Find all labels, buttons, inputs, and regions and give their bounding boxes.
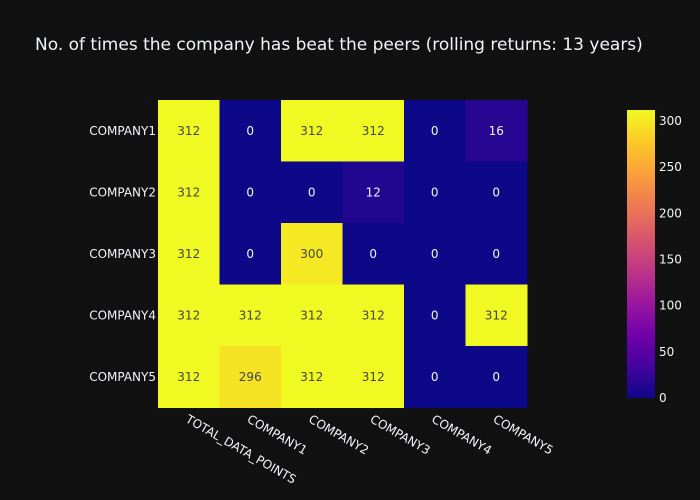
- y-tick-label: COMPANY2: [89, 185, 156, 199]
- heatmap-cell: [281, 346, 343, 408]
- cell-value-label: 312: [300, 370, 323, 384]
- cell-value-label: 312: [300, 308, 323, 322]
- cell-value-label: 0: [431, 247, 439, 261]
- heatmap-cell: [342, 223, 405, 285]
- colorbar-tick-label: 150: [659, 253, 682, 267]
- heatmap-cell: [281, 100, 343, 162]
- cell-value-label: 312: [177, 370, 200, 384]
- x-tick-label: COMPANY3: [368, 412, 433, 458]
- heatmap-cell: [342, 284, 405, 347]
- cell-value-label: 296: [239, 370, 262, 384]
- heatmap-cell: [219, 161, 282, 224]
- x-tick-label: COMPANY4: [429, 412, 494, 458]
- y-tick-label: COMPANY5: [89, 370, 156, 384]
- x-tick-label: COMPANY2: [306, 412, 371, 458]
- cell-value-label: 0: [308, 185, 316, 199]
- heatmap-cell: [219, 284, 282, 347]
- heatmap-cell: [465, 223, 528, 285]
- colorbar-tick-label: 100: [659, 299, 682, 313]
- cell-value-label: 312: [362, 370, 385, 384]
- heatmap-cell: [465, 161, 528, 224]
- y-tick-label: COMPANY3: [89, 247, 156, 261]
- heatmap-cell: [158, 284, 220, 347]
- heatmap-cell-labels: 312 0 312 312 0 16 312 0 0 12 0 0 312 0 300 0 0 0 312 312 31…: [177, 124, 507, 384]
- cell-value-label: 312: [485, 308, 508, 322]
- chart-title: No. of times the company has beat the pe…: [35, 35, 643, 55]
- cell-value-label: 312: [177, 308, 200, 322]
- colorbar-tick-label: 200: [659, 206, 682, 220]
- cell-value-label: 312: [177, 247, 200, 261]
- colorbar: [627, 110, 655, 398]
- y-tick-label: COMPANY4: [89, 308, 156, 322]
- colorbar-tick-label: 0: [659, 391, 667, 405]
- cell-value-label: 0: [431, 370, 439, 384]
- colorbar-tick-label: 50: [659, 345, 674, 359]
- heatmap-cell: [465, 284, 528, 347]
- cell-value-label: 0: [246, 185, 254, 199]
- y-axis-tick-labels: COMPANY1 COMPANY2 COMPANY3 COMPANY4 COMPANY5: [89, 124, 156, 384]
- heatmap-cell: [404, 223, 466, 285]
- heatmap-cell: [281, 223, 343, 285]
- colorbar-tick-label: 250: [659, 160, 682, 174]
- heatmap-cell: [219, 346, 282, 408]
- heatmap-cell: [342, 346, 405, 408]
- heatmap-cell: [158, 100, 220, 162]
- cell-value-label: 0: [492, 370, 500, 384]
- cell-value-label: 312: [362, 308, 385, 322]
- cell-value-label: 312: [177, 124, 200, 138]
- heatmap-cell: [465, 100, 528, 162]
- cell-value-label: 300: [300, 247, 323, 261]
- heatmap-cell: [404, 100, 466, 162]
- heatmap-cell: [465, 346, 528, 408]
- cell-value-label: 0: [492, 247, 500, 261]
- cell-value-label: 0: [369, 247, 377, 261]
- cell-value-label: 16: [489, 124, 504, 138]
- cell-value-label: 312: [177, 185, 200, 199]
- heatmap-cell: [342, 161, 405, 224]
- cell-value-label: 0: [431, 308, 439, 322]
- heatmap-cell: [404, 284, 466, 347]
- x-axis-tick-labels: TOTAL_DATA_POINTSCOMPANY1COMPANY2COMPANY…: [182, 411, 555, 486]
- heatmap-cell: [219, 223, 282, 285]
- cell-value-label: 0: [431, 124, 439, 138]
- heatmap-cell: [281, 284, 343, 347]
- cell-value-label: 0: [431, 185, 439, 199]
- cell-value-label: 0: [246, 247, 254, 261]
- y-tick-label: COMPANY1: [89, 124, 156, 138]
- heatmap-cell: [342, 100, 405, 162]
- heatmap-cell: [404, 161, 466, 224]
- heatmap-cell: [404, 346, 466, 408]
- cell-value-label: 312: [300, 124, 323, 138]
- heatmap-cell: [158, 223, 220, 285]
- colorbar-tick-labels: 0 50 100 150 200 250 300: [659, 114, 682, 405]
- cell-value-label: 0: [246, 124, 254, 138]
- cell-value-label: 312: [239, 308, 262, 322]
- heatmap-cell: [158, 161, 220, 224]
- colorbar-tick-label: 300: [659, 114, 682, 128]
- heatmap-cell: [219, 100, 282, 162]
- cell-value-label: 12: [366, 185, 381, 199]
- x-tick-label: TOTAL_DATA_POINTS: [182, 411, 298, 486]
- heatmap-cell: [281, 161, 343, 224]
- heatmap-cells: [158, 100, 528, 408]
- heatmap-cell: [158, 346, 220, 408]
- cell-value-label: 0: [492, 185, 500, 199]
- x-tick-label: COMPANY5: [491, 412, 556, 458]
- cell-value-label: 312: [362, 124, 385, 138]
